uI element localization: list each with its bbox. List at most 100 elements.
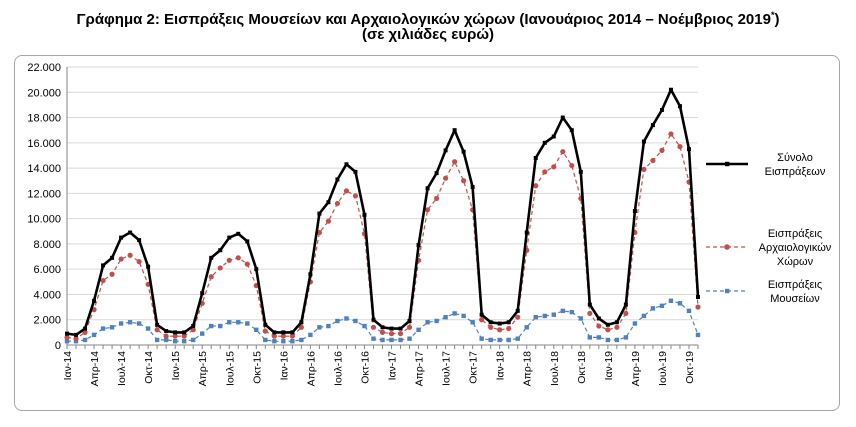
data-point (461, 178, 467, 184)
data-point (461, 149, 466, 154)
data-point (578, 169, 583, 174)
data-point (352, 193, 359, 199)
data-point (218, 248, 223, 253)
data-point (406, 324, 413, 330)
x-tick-label: Ιαν-19 (603, 351, 615, 381)
data-point (587, 310, 593, 317)
data-point (696, 294, 700, 299)
data-point (244, 261, 250, 267)
data-point (434, 318, 439, 324)
y-tick-label: 8.000 (33, 239, 61, 251)
data-point (127, 320, 133, 325)
data-point (299, 320, 304, 325)
data-point (254, 327, 259, 333)
data-point (235, 255, 241, 261)
legend-label: Σύνολο (777, 152, 813, 164)
data-point (641, 313, 647, 319)
series-line (66, 88, 700, 337)
data-point (371, 317, 376, 322)
data-point (200, 291, 205, 296)
data-point (668, 298, 674, 303)
data-point (578, 316, 584, 321)
legend-swatch-marker (725, 161, 730, 167)
data-point (281, 339, 286, 344)
data-point (254, 267, 259, 272)
data-point (551, 134, 556, 139)
legend-swatch-marker (725, 288, 730, 294)
x-tick-label: Οκτ-17 (468, 351, 480, 384)
data-point (443, 175, 449, 181)
data-point (686, 147, 691, 152)
data-point (470, 185, 475, 190)
data-point (272, 330, 277, 335)
data-point (398, 326, 403, 331)
data-point (83, 326, 88, 331)
data-point (497, 337, 502, 343)
data-point (343, 188, 350, 194)
data-point (677, 301, 683, 306)
data-point (191, 324, 196, 329)
data-point (623, 310, 629, 317)
data-point (298, 324, 304, 330)
data-point (344, 316, 349, 321)
data-point (497, 321, 502, 326)
y-tick-label: 20.000 (27, 87, 61, 99)
chart-title: Γράφημα 2: Εισπράξεις Μουσείων και Αρχαι… (0, 6, 856, 29)
x-tick-label: Ιουλ-18 (549, 351, 561, 386)
data-point (542, 169, 548, 175)
chart-frame (14, 55, 840, 411)
data-point (533, 183, 539, 189)
data-point (172, 339, 178, 344)
data-point (371, 336, 376, 341)
data-point (326, 323, 331, 329)
data-point (299, 337, 304, 343)
data-point (146, 264, 151, 269)
data-point (155, 322, 160, 327)
data-point (407, 336, 412, 341)
data-point (452, 128, 457, 133)
data-point (154, 327, 160, 333)
data-point (488, 337, 493, 343)
x-tick-label: Απρ-17 (414, 351, 426, 387)
data-point (289, 333, 295, 339)
y-tick-label: 22.000 (27, 62, 61, 74)
data-point (424, 207, 431, 213)
data-point (181, 333, 187, 339)
data-point (317, 211, 322, 216)
data-point (443, 148, 448, 153)
data-point (226, 257, 232, 263)
data-point (569, 162, 575, 169)
data-point (686, 308, 692, 314)
gridlines (67, 66, 698, 321)
data-point (479, 336, 484, 341)
data-point (172, 333, 178, 339)
data-point (262, 328, 268, 334)
data-point (263, 322, 268, 327)
data-point (641, 139, 646, 144)
data-point (470, 320, 475, 325)
data-point (641, 166, 647, 172)
data-point (524, 230, 529, 235)
data-point (82, 337, 88, 343)
legend-label: Εισπράξεις (768, 279, 822, 291)
data-point (227, 235, 232, 240)
data-point (659, 147, 665, 153)
x-tick-label: Ιουλ-19 (657, 351, 669, 386)
data-point (209, 323, 214, 329)
data-point (290, 339, 295, 344)
data-point (551, 312, 556, 317)
data-point (677, 144, 683, 150)
data-point (380, 337, 385, 343)
data-point (560, 115, 565, 120)
data-point (308, 272, 313, 277)
data-point (416, 243, 421, 248)
data-point (362, 212, 367, 217)
data-point (506, 325, 512, 332)
data-point (668, 131, 674, 137)
x-axis-ticks: Ιαν-14 Απρ-14 Ιουλ-14 Οκτ-14 Ιαν-15 Απρ-15 Ιου… (62, 351, 696, 387)
data-point (389, 337, 394, 343)
data-point (100, 326, 106, 331)
data-point (524, 325, 529, 330)
x-tick-label: Οκτ-18 (576, 351, 588, 384)
data-point (632, 321, 638, 326)
